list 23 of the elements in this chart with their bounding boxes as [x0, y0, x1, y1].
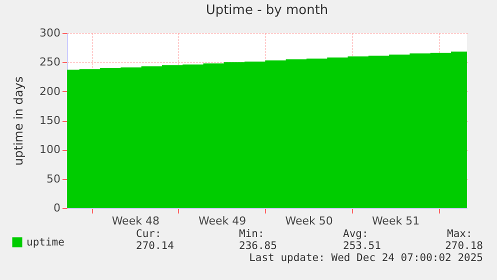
- x-tick-label: Week 49: [198, 214, 246, 228]
- text: Last update: Wed Dec 24 07:00:02 2025: [249, 252, 483, 264]
- text: Avg:: [343, 228, 368, 240]
- x-tick-label: Week 50: [285, 214, 333, 228]
- y-axis-title: uptime in days: [12, 76, 26, 166]
- text: 253.51: [343, 240, 381, 252]
- y-tick-label: 50: [46, 172, 60, 186]
- x-tick-label: Week 48: [112, 214, 160, 228]
- text: 270.14: [136, 240, 174, 252]
- text: Cur:: [136, 228, 162, 240]
- text: 270.18: [445, 240, 483, 252]
- legend-label: uptime: [26, 236, 64, 248]
- y-tick-label: 0: [54, 202, 60, 214]
- y-tick-label: 150: [40, 114, 60, 127]
- y-tick-label: 100: [40, 143, 60, 156]
- y-tick-label: 200: [40, 84, 60, 98]
- text: Max:: [447, 228, 472, 240]
- x-tick-label: Week 51: [372, 214, 420, 228]
- text: 236.85: [239, 240, 277, 252]
- chart-title: Uptime - by month: [206, 3, 328, 18]
- y-tick-label: 300: [40, 26, 60, 40]
- text: Min:: [239, 228, 264, 240]
- y-tick-label: 250: [40, 56, 60, 69]
